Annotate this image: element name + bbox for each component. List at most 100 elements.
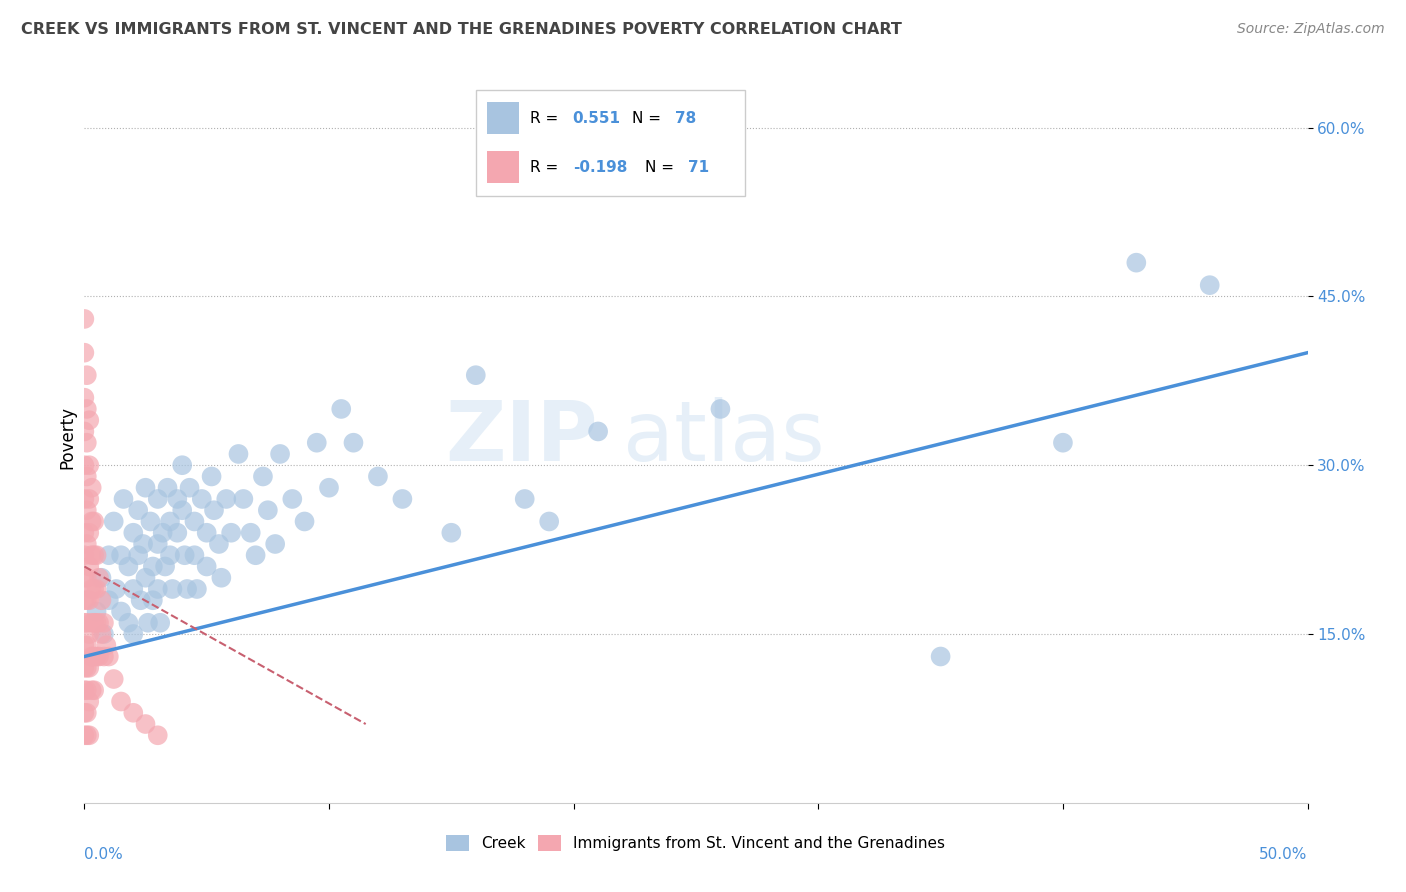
Point — [269, 447, 291, 461]
Point — [80, 481, 103, 495]
Point — [146, 537, 169, 551]
Point — [73, 661, 96, 675]
Point — [76, 435, 98, 450]
Point — [117, 559, 139, 574]
Point — [330, 401, 353, 416]
Point — [90, 571, 112, 585]
Point — [73, 391, 96, 405]
Point — [195, 525, 218, 540]
Point — [146, 582, 169, 596]
Point — [294, 515, 316, 529]
Point — [77, 694, 100, 708]
Point — [215, 491, 238, 506]
Point — [162, 582, 184, 596]
Point — [209, 571, 232, 585]
Point — [257, 503, 280, 517]
Point — [159, 515, 181, 529]
Point — [76, 706, 98, 720]
Point — [166, 525, 188, 540]
Point — [73, 525, 96, 540]
Point — [127, 548, 149, 562]
Point — [76, 661, 98, 675]
Point — [129, 593, 152, 607]
Point — [80, 515, 103, 529]
Point — [166, 491, 188, 506]
Point — [586, 425, 609, 439]
Point — [103, 672, 125, 686]
Point — [191, 491, 214, 506]
Point — [77, 593, 100, 607]
Point — [87, 615, 110, 630]
Point — [132, 537, 155, 551]
Point — [77, 559, 100, 574]
Text: 50.0%: 50.0% — [1260, 847, 1308, 862]
Point — [183, 548, 205, 562]
Point — [87, 649, 110, 664]
Point — [76, 683, 98, 698]
Point — [239, 525, 262, 540]
Point — [90, 593, 112, 607]
Text: 0.0%: 0.0% — [84, 847, 124, 862]
Text: ZIP: ZIP — [446, 397, 598, 477]
Point — [464, 368, 486, 383]
Point — [172, 503, 194, 517]
Point — [83, 649, 105, 664]
Point — [73, 638, 96, 652]
Point — [195, 559, 218, 574]
Point — [103, 515, 125, 529]
Point — [76, 593, 98, 607]
Point — [76, 503, 98, 517]
Point — [86, 605, 108, 619]
Point — [73, 706, 96, 720]
Point — [264, 537, 287, 551]
Point — [77, 661, 100, 675]
Point — [76, 571, 98, 585]
Point — [76, 638, 98, 652]
Point — [929, 649, 952, 664]
Point — [77, 458, 100, 473]
Point — [252, 469, 274, 483]
Point — [127, 503, 149, 517]
Point — [83, 515, 105, 529]
Point — [367, 469, 389, 483]
Point — [219, 525, 242, 540]
Point — [96, 638, 118, 652]
Point — [83, 683, 105, 698]
Point — [135, 571, 157, 585]
Point — [76, 615, 98, 630]
Point — [93, 615, 115, 630]
Point — [391, 491, 413, 506]
Point — [440, 525, 463, 540]
Point — [110, 548, 132, 562]
Point — [152, 525, 174, 540]
Point — [76, 537, 98, 551]
Text: atlas: atlas — [623, 397, 824, 477]
Point — [97, 548, 120, 562]
Point — [112, 491, 135, 506]
Point — [1198, 278, 1220, 293]
Point — [73, 491, 96, 506]
Point — [77, 525, 100, 540]
Point — [208, 537, 231, 551]
Point — [136, 615, 159, 630]
Point — [86, 649, 108, 664]
Point — [97, 593, 120, 607]
Point — [80, 582, 103, 596]
Point — [176, 582, 198, 596]
Point — [86, 582, 108, 596]
Point — [1125, 255, 1147, 269]
Point — [173, 548, 195, 562]
Point — [245, 548, 267, 562]
Point — [83, 582, 105, 596]
Point — [186, 582, 208, 596]
Point — [232, 491, 254, 506]
Point — [149, 615, 172, 630]
Point — [183, 515, 205, 529]
Point — [1052, 435, 1074, 450]
Point — [76, 401, 98, 416]
Point — [179, 481, 201, 495]
Point — [156, 481, 179, 495]
Point — [146, 491, 169, 506]
Point — [709, 401, 731, 416]
Point — [77, 627, 100, 641]
